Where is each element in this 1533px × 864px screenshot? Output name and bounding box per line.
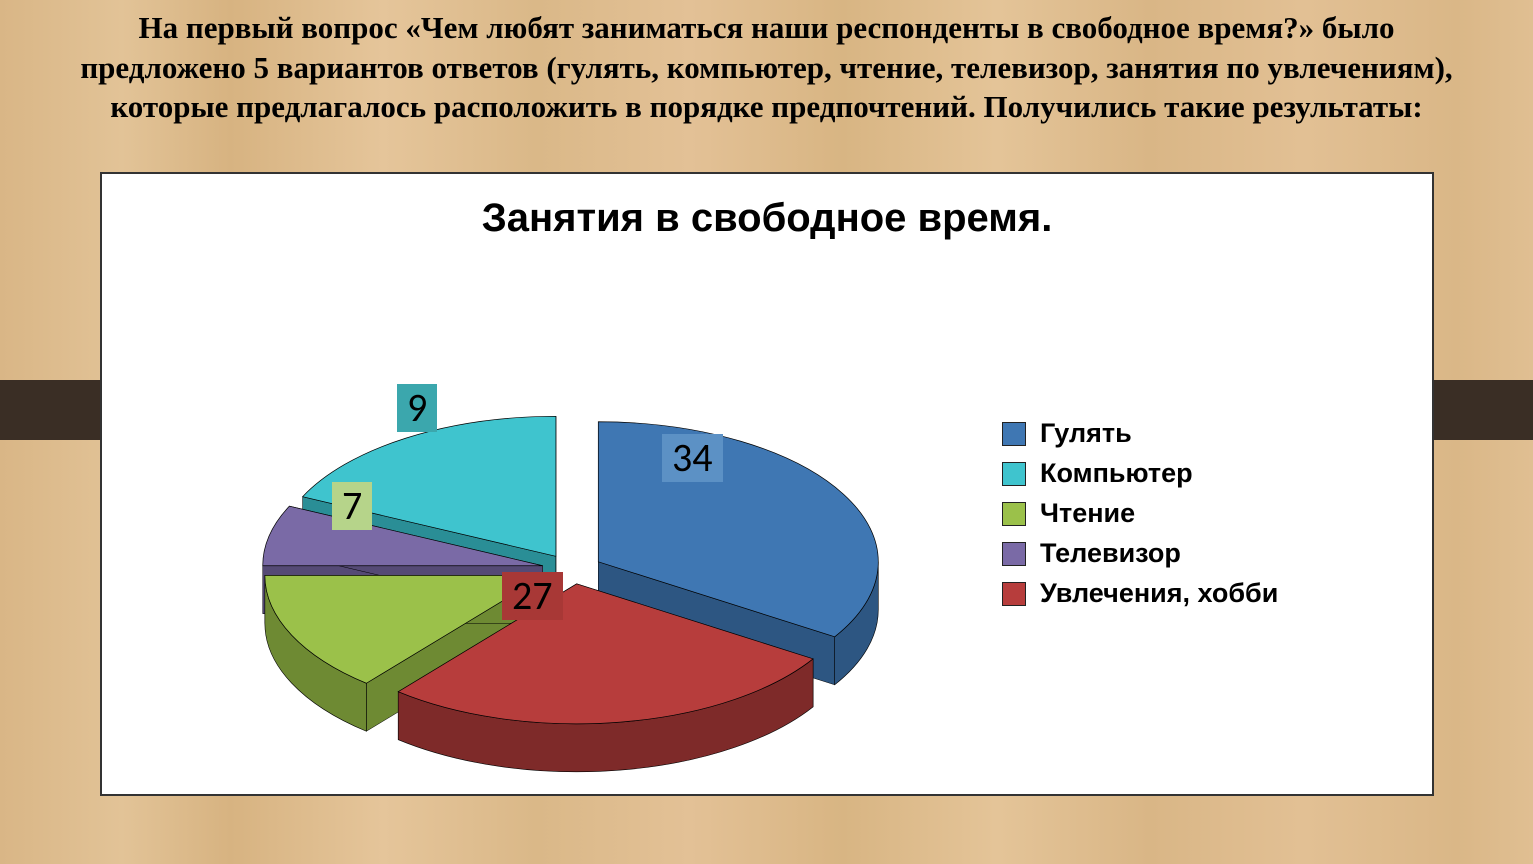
legend-label: Чтение xyxy=(1040,498,1135,529)
legend-item-2: Чтение xyxy=(1002,498,1422,529)
value-label-hobby: 27 xyxy=(502,572,563,620)
legend-swatch xyxy=(1002,582,1026,606)
legend-item-0: Гулять xyxy=(1002,418,1422,449)
chart-legend: Гулять Компьютер Чтение Телевизор Увлечения,… xyxy=(1002,409,1422,618)
legend-label: Увлечения, хобби xyxy=(1040,578,1278,609)
legend-item-4: Увлечения, хобби xyxy=(1002,578,1422,609)
chart-container: Занятия в свободное время. 34 27 7 9 Гулять… xyxy=(100,172,1434,796)
value-label-read: 7 xyxy=(332,482,372,530)
value-label-walk: 34 xyxy=(662,434,723,482)
pie-chart: 34 27 7 9 xyxy=(142,324,962,804)
legend-swatch xyxy=(1002,462,1026,486)
legend-label: Телевизор xyxy=(1040,538,1181,569)
legend-label: Компьютер xyxy=(1040,458,1193,489)
chart-title: Занятия в свободное время. xyxy=(102,196,1432,241)
legend-item-1: Компьютер xyxy=(1002,458,1422,489)
legend-label: Гулять xyxy=(1040,418,1132,449)
legend-swatch xyxy=(1002,542,1026,566)
legend-swatch xyxy=(1002,502,1026,526)
legend-swatch xyxy=(1002,422,1026,446)
legend-item-3: Телевизор xyxy=(1002,538,1422,569)
slide-heading: На первый вопрос «Чем любят заниматься н… xyxy=(80,8,1453,127)
value-label-comp: 9 xyxy=(397,384,437,432)
